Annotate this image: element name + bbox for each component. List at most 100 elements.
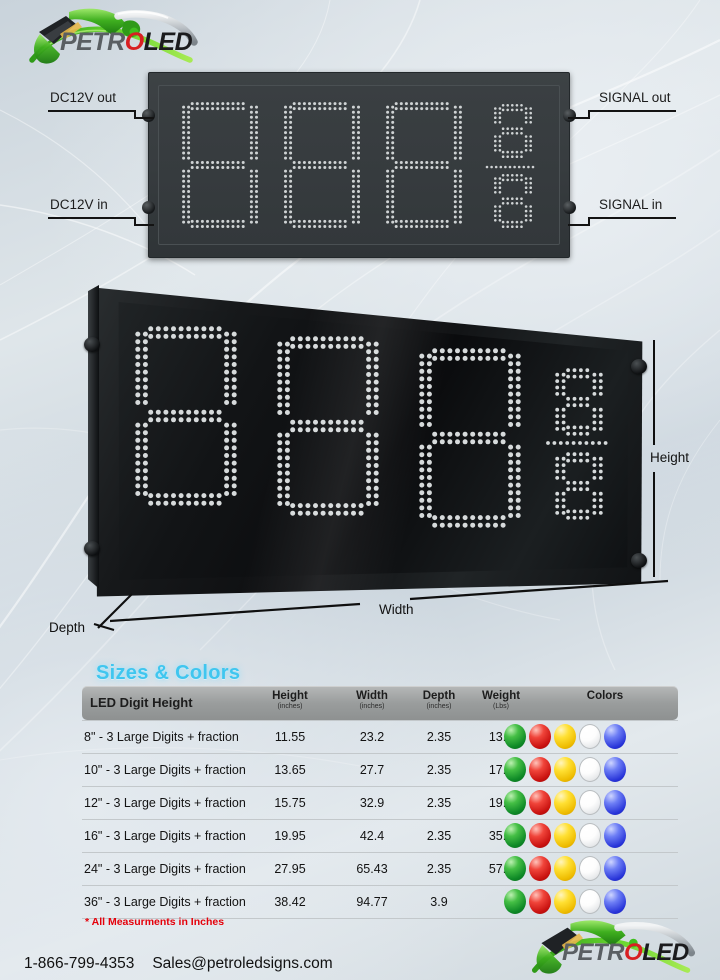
color-swatch-white[interactable]: [579, 724, 601, 749]
large-sign-knob-bottom-left: [84, 541, 100, 556]
color-swatch-blue[interactable]: [604, 724, 626, 749]
color-swatches: [504, 724, 626, 749]
color-swatch-yellow[interactable]: [554, 724, 576, 749]
footer-logo-text-o: O: [624, 939, 643, 966]
leader-line-signal-out-h2: [568, 117, 590, 119]
footer-logo: PETROLED: [516, 916, 712, 976]
cell-width: 32.9: [359, 796, 385, 810]
footer-logo-text-petro: PETR: [562, 939, 625, 966]
top-sign-front-view: [142, 72, 576, 258]
dimension-line-depth: [93, 593, 133, 631]
column-header-weight: Weight (Lbs): [464, 686, 538, 711]
label-signal-in: SIGNAL in: [599, 197, 663, 212]
color-swatches: [504, 790, 626, 815]
table-row: 10" - 3 Large Digits + fraction 13.65 27.7…: [82, 754, 678, 787]
dimension-line-height-upper: [653, 340, 655, 445]
table-body: 8" - 3 Large Digits + fraction 11.55 23.2 2…: [82, 720, 678, 919]
table-row: 8" - 3 Large Digits + fraction 11.55 23.2 2…: [82, 720, 678, 754]
color-swatch-red[interactable]: [529, 823, 551, 848]
column-header-weight-unit: (Lbs): [493, 703, 509, 710]
column-header-colors-label: Colors: [586, 690, 624, 702]
cell-width: 94.77: [356, 895, 388, 909]
color-swatch-green[interactable]: [504, 856, 526, 881]
large-sign-gloss-reflection: [96, 287, 643, 597]
cell-height: 13.65: [274, 763, 306, 777]
color-swatch-blue[interactable]: [604, 856, 626, 881]
cell-depth: 3.9: [430, 895, 448, 909]
color-swatch-red[interactable]: [529, 724, 551, 749]
footer-logo-wordmark: PETROLED: [562, 939, 689, 967]
color-swatch-green[interactable]: [504, 790, 526, 815]
leader-line-dc12v-out-h: [48, 110, 136, 112]
table-row: 36" - 3 Large Digits + fraction 38.42 94.7…: [82, 886, 678, 919]
large-sign-knob-top-right: [631, 359, 647, 374]
logo-text-o: O: [124, 28, 144, 56]
color-swatch-green[interactable]: [504, 724, 526, 749]
sizes-colors-heading: Sizes & Colors: [96, 662, 241, 684]
cell-depth: 2.35: [426, 763, 452, 777]
column-header-depth-unit: (inches): [426, 703, 452, 710]
color-swatch-yellow[interactable]: [554, 823, 576, 848]
color-swatch-blue[interactable]: [604, 790, 626, 815]
label-signal-out: SIGNAL out: [599, 90, 671, 105]
color-swatch-green[interactable]: [504, 889, 526, 914]
leader-line-signal-in-h2: [568, 224, 590, 226]
large-sign-left-edge: [88, 285, 99, 589]
cell-digit-height-name: 10" - 3 Large Digits + fraction: [84, 763, 246, 777]
cell-digit-height-name: 16" - 3 Large Digits + fraction: [84, 829, 246, 843]
color-swatch-white[interactable]: [579, 823, 601, 848]
connector-dc12v-in: [142, 201, 155, 214]
column-header-height: Height (inches): [250, 686, 330, 711]
table-header-row: LED Digit Height Height (inches) Width (…: [82, 686, 678, 720]
cell-height: 38.42: [274, 895, 306, 909]
footer-phone[interactable]: 1-866-799-4353: [24, 955, 135, 972]
leader-line-signal-in-h: [588, 217, 676, 219]
color-swatch-red[interactable]: [529, 790, 551, 815]
column-header-depth: Depth (inches): [404, 686, 474, 711]
color-swatch-yellow[interactable]: [554, 889, 576, 914]
cell-digit-height-name: 8" - 3 Large Digits + fraction: [84, 730, 239, 744]
leader-line-dc12v-in-h: [48, 217, 136, 219]
dimension-line-height-lower: [653, 472, 655, 577]
cell-digit-height-name: 24" - 3 Large Digits + fraction: [84, 862, 246, 876]
color-swatch-yellow[interactable]: [554, 790, 576, 815]
color-swatch-white[interactable]: [579, 757, 601, 782]
color-swatches: [504, 823, 626, 848]
color-swatch-red[interactable]: [529, 757, 551, 782]
leader-line-dc12v-out-h2: [134, 117, 154, 119]
footer-email[interactable]: Sales@petroledsigns.com: [152, 955, 333, 972]
large-sign-knob-bottom-right: [631, 553, 647, 568]
color-swatches: [504, 856, 626, 881]
cell-depth: 2.35: [426, 862, 452, 876]
leader-line-dc12v-in-h2: [134, 224, 154, 226]
color-swatch-red[interactable]: [529, 856, 551, 881]
specifications-table: LED Digit Height Height (inches) Width (…: [82, 686, 678, 919]
dimension-label-width: Width: [379, 602, 414, 617]
color-swatches: [504, 757, 626, 782]
logo-wordmark: PETROLED: [60, 28, 193, 57]
color-swatch-blue[interactable]: [604, 757, 626, 782]
color-swatch-green[interactable]: [504, 757, 526, 782]
color-swatch-white[interactable]: [579, 889, 601, 914]
column-header-width-unit: (inches): [359, 703, 385, 710]
color-swatch-green[interactable]: [504, 823, 526, 848]
footer-contact: 1-866-799-4353 Sales@petroledsigns.com: [24, 955, 333, 973]
color-swatch-blue[interactable]: [604, 823, 626, 848]
leader-line-dc12v-out-v: [134, 110, 136, 119]
cell-width: 42.4: [359, 829, 385, 843]
color-swatch-white[interactable]: [579, 856, 601, 881]
leader-line-signal-out-h: [588, 110, 676, 112]
color-swatch-yellow[interactable]: [554, 856, 576, 881]
column-header-colors: Colors: [550, 686, 660, 703]
large-sign-knob-top-left: [84, 337, 100, 352]
color-swatch-white[interactable]: [579, 790, 601, 815]
cell-width: 65.43: [356, 862, 388, 876]
cell-depth: 2.35: [426, 730, 452, 744]
color-swatch-blue[interactable]: [604, 889, 626, 914]
color-swatch-yellow[interactable]: [554, 757, 576, 782]
color-swatch-red[interactable]: [529, 889, 551, 914]
dimension-line-width: [110, 579, 669, 623]
color-swatches: [504, 889, 626, 914]
column-header-height-label: Height: [272, 690, 308, 702]
